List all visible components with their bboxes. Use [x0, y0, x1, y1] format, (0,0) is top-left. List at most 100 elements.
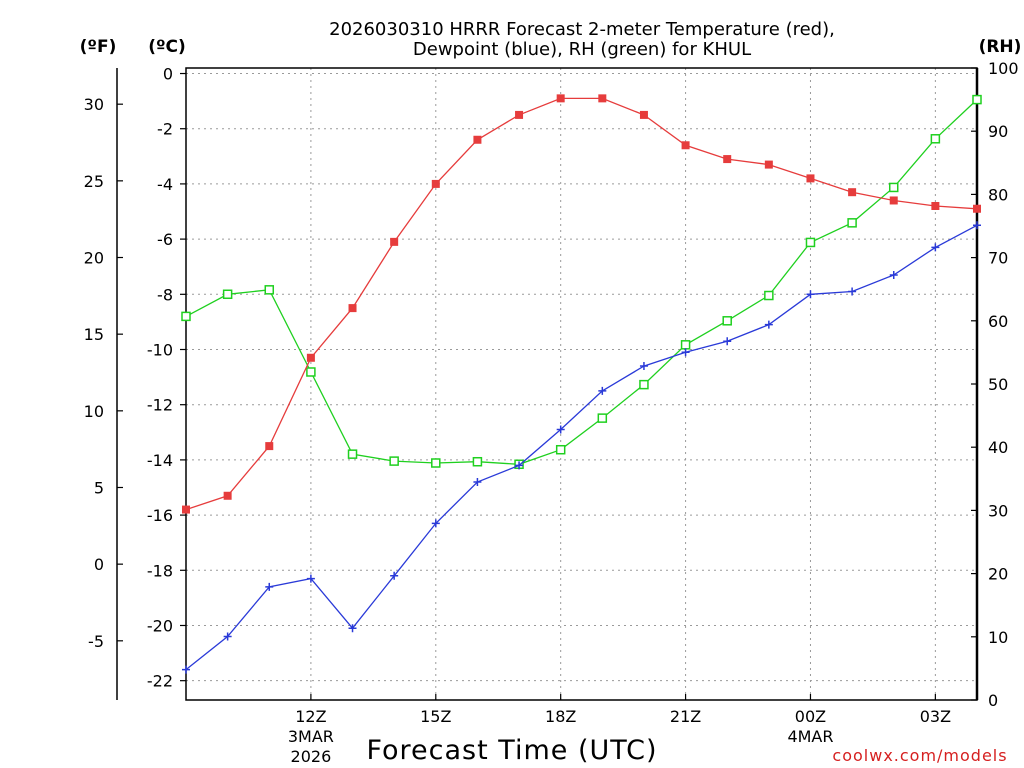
- dewpoint-point: [639, 362, 648, 371]
- dewpoint-point: [681, 348, 690, 357]
- fahrenheit-tick-label: 25: [84, 172, 104, 191]
- x-tick-label: 21Z: [670, 707, 701, 726]
- celsius-tick-label: -12: [147, 396, 173, 415]
- rh-axis-unit: (RH): [979, 37, 1022, 57]
- rh-point: [347, 449, 358, 459]
- temperature-point: [265, 442, 274, 451]
- rh-point: [972, 94, 982, 105]
- chart-title-line2: Dewpoint (blue), RH (green) for KHUL: [413, 39, 751, 60]
- dewpoint-point: [848, 287, 857, 296]
- rh-point: [264, 285, 275, 295]
- temperature-line: [185, 97, 978, 511]
- dewpoint-point: [806, 290, 815, 299]
- temperature-point: [681, 141, 690, 150]
- temperature-point: [556, 94, 565, 103]
- x-tick-year: 2026: [291, 747, 332, 766]
- temperature-point: [182, 505, 190, 514]
- temperature-point: [889, 196, 898, 205]
- celsius-tick-label: -4: [157, 175, 173, 194]
- temperature-point: [931, 201, 940, 210]
- temperature-point: [723, 155, 732, 164]
- rh-point: [764, 290, 774, 301]
- fahrenheit-tick-label: -5: [88, 632, 104, 651]
- plot-frame: [185, 67, 978, 701]
- fahrenheit-tick-label: 0: [94, 555, 104, 574]
- dewpoint-point: [431, 519, 440, 528]
- dewpoint-point: [223, 632, 232, 641]
- temperature-point: [306, 353, 315, 362]
- rh-point: [222, 289, 233, 300]
- rh-point: [306, 367, 316, 377]
- celsius-tick-label: -20: [147, 616, 173, 635]
- fahrenheit-tick-label: 30: [84, 95, 104, 114]
- fahrenheit-axis-unit: (ºF): [80, 37, 117, 57]
- celsius-axis-ticks: 0 -2 -4 -6 -8 -10 -12 -14 -16 -18 -20 -22: [147, 65, 186, 691]
- rh-point: [389, 456, 399, 466]
- celsius-tick-label: -6: [157, 230, 173, 249]
- celsius-tick-label: -2: [157, 120, 173, 139]
- dewpoint-line: [185, 224, 978, 671]
- fahrenheit-tick-label: 5: [94, 478, 104, 497]
- celsius-tick-label: -10: [147, 341, 173, 360]
- dewpoint-point: [265, 582, 274, 591]
- celsius-tick-label: -18: [147, 561, 173, 580]
- rh-tick-label: 100: [988, 59, 1019, 78]
- temperature-point: [973, 204, 981, 213]
- rh-series: [181, 94, 982, 470]
- dewpoint-point: [889, 270, 898, 279]
- temperature-series: [182, 94, 981, 514]
- x-tick-label: 00Z: [795, 707, 826, 726]
- temperature-point: [639, 110, 648, 119]
- temperature-point: [431, 179, 440, 188]
- rh-point: [181, 311, 191, 322]
- dewpoint-point: [764, 320, 773, 329]
- dewpoint-point: [390, 571, 399, 580]
- dewpoint-point: [182, 665, 190, 674]
- celsius-tick-label: -22: [147, 672, 173, 691]
- rh-point: [680, 340, 691, 350]
- dewpoint-point: [973, 221, 981, 230]
- rh-tick-label: 90: [988, 122, 1008, 141]
- rh-point: [722, 316, 732, 326]
- fahrenheit-tick-label: 20: [84, 249, 104, 268]
- temperature-point: [848, 188, 857, 197]
- rh-tick-label: 50: [988, 375, 1008, 394]
- temperature-point: [473, 135, 482, 144]
- temperature-point: [806, 174, 815, 183]
- chart-title-line1: 2026030310 HRRR Forecast 2-meter Tempera…: [329, 19, 835, 40]
- x-tick-label: 03Z: [920, 707, 951, 726]
- rh-point: [472, 456, 483, 467]
- rh-tick-label: 60: [988, 312, 1008, 331]
- rh-point: [639, 379, 649, 390]
- dewpoint-point: [931, 243, 940, 252]
- dewpoint-point: [348, 624, 357, 633]
- rh-tick-label: 0: [988, 691, 998, 710]
- fahrenheit-tick-label: 15: [84, 325, 104, 344]
- temperature-point: [515, 110, 524, 119]
- x-axis-title: Forecast Time (UTC): [366, 735, 657, 766]
- dewpoint-point: [306, 574, 315, 583]
- rh-tick-label: 80: [988, 185, 1008, 204]
- rh-point: [597, 413, 608, 423]
- fahrenheit-axis-ticks: 30 25 20 15 10 5 0 -5: [84, 95, 123, 651]
- rh-point: [888, 182, 899, 193]
- rh-point: [555, 444, 566, 455]
- rh-tick-label: 20: [988, 565, 1008, 584]
- x-tick-label: 15Z: [420, 707, 451, 726]
- gridlines: [186, 68, 977, 700]
- dewpoint-point: [723, 337, 732, 346]
- dewpoint-point: [598, 386, 607, 395]
- temperature-point: [348, 304, 357, 313]
- rh-tick-label: 40: [988, 438, 1008, 457]
- fahrenheit-tick-label: 10: [84, 402, 104, 421]
- rh-tick-label: 70: [988, 249, 1008, 268]
- temperature-point: [764, 160, 773, 169]
- rh-line: [185, 99, 978, 465]
- rh-point: [930, 134, 941, 144]
- x-tick-label: 12Z: [295, 707, 326, 726]
- celsius-tick-label: -16: [147, 506, 173, 525]
- rh-tick-label: 30: [988, 501, 1008, 520]
- dewpoint-series: [182, 221, 981, 674]
